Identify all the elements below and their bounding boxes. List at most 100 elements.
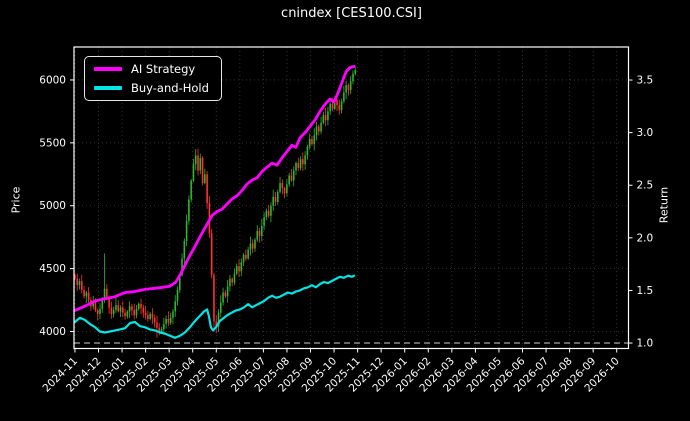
candle-body [158, 327, 161, 333]
candle-body [74, 274, 76, 279]
candle-body [135, 308, 138, 316]
candle-body [181, 258, 183, 275]
candle-body [119, 307, 122, 312]
buy-and-hold-line-swatch [94, 86, 122, 90]
candle-body [153, 317, 156, 323]
return-tick-label: 2.5 [637, 180, 654, 192]
candle-body [345, 84, 347, 93]
candle-body [83, 290, 85, 297]
candle-body [343, 92, 345, 102]
candle-body [128, 306, 131, 312]
candle-body [163, 323, 165, 330]
candle-body [297, 162, 300, 169]
candle-body [108, 297, 110, 308]
candle-body [304, 155, 306, 165]
candle-body [354, 69, 357, 74]
candle-body [122, 307, 124, 313]
return-tick-label: 1.0 [637, 338, 654, 350]
candle-body [76, 278, 79, 285]
candle-body [295, 162, 297, 171]
candle-body [101, 300, 104, 309]
candle-body [329, 103, 331, 112]
ai-strategy-line [73, 65, 356, 312]
candle-body [331, 103, 334, 109]
candle-body [306, 146, 309, 156]
candle-body [247, 249, 249, 259]
candle-body [286, 184, 288, 194]
candle-body [245, 254, 247, 259]
candle-body [206, 174, 208, 204]
candle-body [197, 155, 199, 171]
candle-body [78, 281, 81, 285]
candle-body [256, 230, 259, 240]
candle-body [144, 312, 147, 316]
legend-item-ai-strategy: AI Strategy [94, 62, 209, 76]
candle-body [156, 322, 158, 328]
candle-body [151, 313, 154, 318]
candle-body [313, 135, 316, 145]
candle-body [251, 243, 254, 249]
candle-body [190, 180, 192, 200]
candle-body [240, 262, 243, 272]
candle-body [96, 310, 99, 314]
candle-body [231, 278, 233, 283]
buy-and-hold-line [73, 274, 356, 339]
return-tick-label: 2.0 [637, 232, 654, 244]
candle-body [311, 139, 313, 145]
candle-body [140, 303, 142, 308]
candle-body [165, 318, 167, 324]
candle-body [322, 115, 325, 123]
candle-body [103, 288, 106, 301]
price-tick-label: 4500 [39, 263, 66, 275]
price-tick-label: 4000 [39, 326, 66, 338]
candle-body [194, 155, 197, 165]
candle-body [279, 183, 281, 192]
ai-strategy-line-swatch [94, 67, 122, 71]
candle-body [333, 100, 336, 109]
candle-body [131, 306, 133, 311]
candle-body [263, 217, 265, 226]
candle-body [281, 183, 284, 189]
candle-body [249, 243, 252, 250]
candle-body [213, 274, 215, 322]
candle-body [178, 274, 181, 291]
candle-body [133, 310, 135, 316]
candle-body [340, 101, 343, 111]
price-tick-label: 5500 [39, 137, 66, 149]
candle-body [229, 278, 231, 287]
candle-body [317, 126, 320, 132]
candle-body [142, 307, 145, 313]
candle-body [290, 175, 293, 181]
candle-body [94, 302, 97, 311]
candle-body [188, 199, 190, 221]
candle-body [302, 159, 304, 165]
candle-body [235, 266, 238, 274]
candle-body [324, 115, 327, 121]
candle-body [149, 313, 151, 319]
candle-body [238, 266, 240, 272]
candle-body [349, 81, 352, 91]
candle-body [276, 191, 279, 202]
candle-body [288, 175, 290, 185]
candle-body [192, 164, 195, 181]
candle-body [272, 196, 275, 206]
candle-body [299, 159, 302, 169]
candle-body [270, 205, 272, 216]
candle-body [92, 302, 94, 307]
candle-body [352, 73, 354, 82]
candle-body [80, 281, 83, 291]
candle-body [112, 310, 115, 314]
candle-body [124, 312, 126, 317]
candle-body [160, 329, 163, 333]
candle-body [226, 286, 229, 297]
candle-body [199, 157, 202, 171]
candle-body [147, 315, 149, 319]
candle-body [315, 126, 318, 136]
candle-body [201, 157, 204, 184]
candle-body [224, 292, 227, 297]
candle-body [174, 301, 177, 312]
chart-title: cnindex [CES100.CSI] [281, 6, 422, 21]
return-tick-label: 3.0 [637, 127, 654, 139]
candle-body [183, 240, 186, 259]
candle-body [233, 273, 236, 283]
